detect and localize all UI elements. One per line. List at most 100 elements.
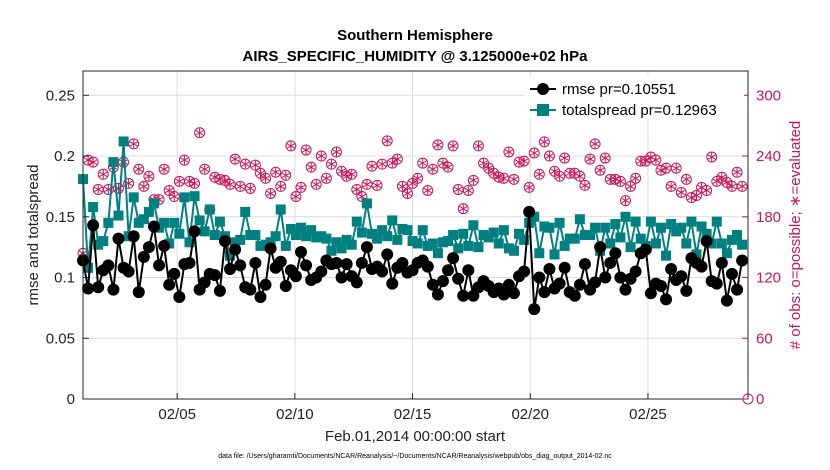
totalspread-point (133, 217, 144, 228)
rmse-point (619, 283, 632, 296)
rmse-point (386, 277, 399, 290)
totalspread-point (209, 230, 220, 240)
rmse-point (188, 225, 201, 238)
rmse-point (497, 288, 510, 301)
rmse-point (644, 287, 657, 300)
obs-possible-point (533, 168, 545, 180)
totalspread-point (493, 238, 504, 249)
y-left-tick-label: 0.15 (46, 209, 75, 226)
rmse-point (208, 269, 221, 282)
obs-possible-point (417, 157, 429, 169)
obs-evaluated-point (139, 181, 149, 191)
obs-possible-point (690, 190, 702, 202)
obs-possible-point (432, 139, 444, 151)
totalspread-point (331, 237, 342, 248)
rmse-point (675, 270, 688, 283)
obs-possible-point (675, 186, 687, 198)
obs-possible-point (680, 173, 692, 185)
obs-evaluated-point (134, 164, 143, 174)
totalspread-point (98, 236, 109, 247)
obs-possible-point (665, 180, 677, 192)
obs-evaluated-point (499, 173, 508, 183)
rmse-point (355, 256, 368, 269)
obs-evaluated-point (595, 165, 605, 175)
rmse-point (594, 241, 607, 254)
totalspread-point (417, 225, 428, 236)
totalspread-point (463, 240, 474, 251)
rmse-point (264, 242, 277, 255)
totalspread-point (377, 225, 388, 236)
totalspread-point (148, 198, 159, 209)
obs-evaluated-point (469, 175, 478, 185)
obs-possible-point (579, 179, 591, 191)
obs-evaluated-point (509, 174, 519, 184)
totalspread-point (534, 248, 545, 259)
totalspread-point (361, 198, 372, 209)
rmse-point (249, 256, 262, 269)
totalspread-point (230, 237, 241, 248)
obs-evaluated-point (682, 174, 691, 184)
totalspread-point (686, 216, 697, 227)
obs-evaluated-point (418, 158, 427, 168)
obs-evaluated-point (306, 162, 316, 172)
obs-evaluated-point (266, 188, 275, 198)
totalspread-point (351, 216, 362, 227)
obs-possible-point (422, 184, 434, 196)
totalspread-point (655, 222, 666, 233)
rmse-point (137, 250, 150, 263)
totalspread-point (392, 234, 403, 245)
obs-evaluated-point (230, 154, 240, 164)
totalspread-point (498, 225, 509, 236)
obs-evaluated-point (357, 192, 367, 202)
obs-evaluated-point (692, 191, 701, 201)
obs-evaluated-point (575, 171, 585, 181)
obs-possible-point (625, 180, 637, 192)
obs-possible-point (295, 181, 307, 193)
obs-possible-point (320, 172, 332, 184)
x-axis-label: Feb.01,2014 00:00:00 start (325, 428, 506, 445)
obs-evaluated-point (367, 161, 377, 171)
totalspread-point (437, 237, 448, 248)
obs-possible-point (234, 180, 246, 192)
rmse-point (340, 258, 353, 271)
obs-evaluated-point (129, 139, 138, 149)
obs-possible-point (87, 156, 99, 168)
obs-possible-point (229, 153, 241, 165)
obs-possible-point (554, 170, 566, 182)
obs-evaluated-point (454, 184, 463, 194)
rmse-point (518, 265, 531, 278)
rmse-point (421, 260, 434, 273)
totalspread-point (275, 204, 286, 215)
obs-evaluated-point (88, 157, 98, 167)
rmse-point (538, 286, 551, 299)
obs-evaluated-point (631, 173, 640, 183)
totalspread-point (159, 217, 170, 228)
rmse-point (665, 263, 678, 276)
obs-evaluated-point (707, 152, 716, 162)
obs-evaluated-point (317, 151, 326, 161)
obs-evaluated-point (651, 155, 661, 165)
obs-possible-point (523, 181, 535, 193)
totalspread-point (341, 234, 352, 245)
rmse-point (300, 259, 313, 272)
totalspread-point (194, 215, 205, 226)
obs-possible-point (290, 191, 302, 203)
totalspread-point (671, 226, 682, 237)
obs-evaluated-point (170, 192, 179, 202)
totalspread-point (529, 211, 540, 222)
obs-possible-point (133, 163, 145, 175)
totalspread-point (184, 237, 195, 248)
rmse-point (568, 289, 581, 302)
totalspread-point (625, 242, 636, 253)
rmse-point (457, 289, 470, 302)
totalspread-point (503, 243, 514, 254)
obs-possible-point (280, 169, 292, 181)
rmse-point (462, 264, 475, 277)
obs-evaluated-point (296, 182, 306, 192)
obs-evaluated-point (672, 163, 681, 173)
rmse-point (396, 256, 409, 269)
rmse-point (376, 265, 389, 278)
obs-possible-point (442, 161, 454, 173)
rmse-point (315, 265, 328, 278)
rmse-point (715, 256, 728, 269)
